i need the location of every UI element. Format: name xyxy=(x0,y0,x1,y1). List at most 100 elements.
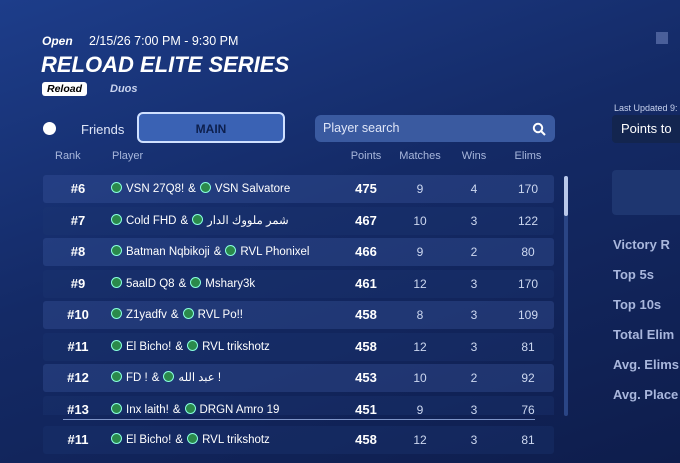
cell: 458 xyxy=(355,307,377,322)
player-name: شمر ملووك الدار xyxy=(207,214,289,227)
cell: 76 xyxy=(521,402,535,416)
flag-icon xyxy=(190,276,202,288)
table-row[interactable]: #12 FD ! & عبد الله ! 453 10 2 92 xyxy=(43,364,554,392)
cell: 81 xyxy=(521,433,535,447)
stat-label: Top 5s xyxy=(613,267,654,282)
status: Open xyxy=(42,34,73,48)
column-header: Matches xyxy=(399,150,441,162)
players: Cold FHD & شمر ملووك الدار xyxy=(111,207,289,235)
toggle[interactable] xyxy=(43,122,56,135)
cell: 9 xyxy=(416,402,424,416)
cell: 12 xyxy=(413,276,427,291)
join: & xyxy=(180,214,189,227)
cell: #6 xyxy=(70,181,86,196)
stat-label: Avg. Elims xyxy=(613,357,679,372)
flag-icon xyxy=(184,402,196,414)
player-name: RVL trikshotz xyxy=(202,434,270,446)
cell: 10 xyxy=(413,371,427,385)
title: RELOAD ELITE SERIES xyxy=(41,52,290,77)
players: Batman Nqbikoji & RVL Phonixel xyxy=(111,238,309,266)
panel xyxy=(612,170,680,215)
cell: #13 xyxy=(67,401,89,416)
player-name: 5aalD Q8 xyxy=(126,277,175,290)
sort-dropdown[interactable]: Points to xyxy=(612,115,680,143)
cell: 4 xyxy=(470,182,478,196)
table-row[interactable]: #8 Batman Nqbikoji & RVL Phonixel 466 9 2 80 xyxy=(43,238,554,266)
main-tab[interactable]: MAIN xyxy=(137,112,285,143)
join: & xyxy=(172,403,181,416)
flag-icon xyxy=(163,371,175,382)
player-name: Cold FHD xyxy=(126,214,177,227)
table-row[interactable]: #7 Cold FHD & شمر ملووك الدار 467 10 3 122 xyxy=(43,206,554,235)
table-row[interactable]: #6 VSN 27Q8! & VSN Salvatore 475 9 4 170 xyxy=(43,175,554,203)
flag-icon xyxy=(111,402,122,414)
cell: 12 xyxy=(413,433,427,447)
join: & xyxy=(175,434,184,446)
player-name: El Bicho! xyxy=(126,434,172,446)
cell: 81 xyxy=(521,339,535,354)
scrollbar[interactable] xyxy=(564,176,568,416)
column-header: Points xyxy=(350,150,382,162)
stat-label: Total Elim xyxy=(613,327,675,342)
player-name: RVL Po!! xyxy=(197,309,243,321)
player-name: El Bicho! xyxy=(126,340,172,353)
table-row[interactable]: #10 Z1yadfv & RVL Po!! 458 8 3 109 xyxy=(43,301,554,329)
table-row[interactable]: #11 El Bicho! & RVL trikshotz 458 12 3 81 xyxy=(43,426,554,454)
cell: 3 xyxy=(470,402,478,416)
cell: #12 xyxy=(67,370,89,385)
date: 2/15/26 7:00 PM - 9:30 PM xyxy=(89,34,239,48)
join: & xyxy=(213,246,222,258)
cell: 451 xyxy=(355,401,377,416)
cell: 458 xyxy=(355,432,377,447)
column-header: Elims xyxy=(514,150,542,162)
flag-icon xyxy=(111,433,122,444)
player-name: Z1yadfv xyxy=(126,309,167,321)
cell: 9 xyxy=(416,245,424,259)
join: & xyxy=(175,340,184,353)
join: & xyxy=(170,309,179,321)
player-name: VSN 27Q8! xyxy=(126,183,185,195)
cell: #9 xyxy=(70,275,86,291)
flag-icon xyxy=(187,433,199,444)
player-name: Mshary3k xyxy=(205,277,256,290)
cell: 3 xyxy=(470,433,478,447)
player-name: عبد الله ! xyxy=(178,372,222,384)
flag-icon xyxy=(192,213,204,225)
column-header: Rank xyxy=(55,150,81,162)
player-name: RVL trikshotz xyxy=(202,340,270,353)
table-row[interactable]: #11 El Bicho! & RVL trikshotz 458 12 3 81 xyxy=(43,332,554,361)
flag-icon xyxy=(111,182,122,193)
cell: 8 xyxy=(416,308,424,322)
players: VSN 27Q8! & VSN Salvatore xyxy=(111,175,290,203)
flag-icon xyxy=(111,276,122,288)
last-updated: Last Updated 9: xyxy=(614,103,678,113)
players: Inx laith! & DRGN Amro 19 xyxy=(111,396,279,416)
table-row[interactable]: #9 5aalD Q8 & Mshary3k 461 12 3 170 xyxy=(43,269,554,298)
join: & xyxy=(188,183,196,195)
cell: 10 xyxy=(413,213,427,228)
flag-icon xyxy=(111,245,122,256)
table: #6 VSN 27Q8! & VSN Salvatore 475 9 4 170 #7 Cold … xyxy=(43,175,554,416)
cell: 122 xyxy=(517,213,539,228)
player-name: RVL Phonixel xyxy=(240,246,310,258)
table-row[interactable]: #13 Inx laith! & DRGN Amro 19 451 9 3 76 xyxy=(43,395,554,416)
cell: 475 xyxy=(355,181,377,196)
flag-icon xyxy=(187,339,199,351)
mode-badge: Reload xyxy=(42,82,88,96)
cell: 9 xyxy=(416,182,424,196)
stat-label: Victory R xyxy=(613,237,670,252)
cell: 466 xyxy=(355,244,377,259)
search[interactable]: Player search xyxy=(315,115,555,142)
friends-tab[interactable]: Friends xyxy=(81,122,125,137)
cell: #10 xyxy=(67,307,89,322)
player-name: Batman Nqbikoji xyxy=(126,246,210,258)
cell: #11 xyxy=(67,338,89,354)
cell: 92 xyxy=(521,371,535,385)
cell: 109 xyxy=(517,308,539,322)
column-header: Player xyxy=(112,150,144,162)
flag-icon xyxy=(111,339,122,351)
cell: 3 xyxy=(470,339,478,354)
flag-icon xyxy=(225,245,237,256)
player-name: Inx laith! xyxy=(126,403,169,416)
cell: #8 xyxy=(70,244,86,259)
